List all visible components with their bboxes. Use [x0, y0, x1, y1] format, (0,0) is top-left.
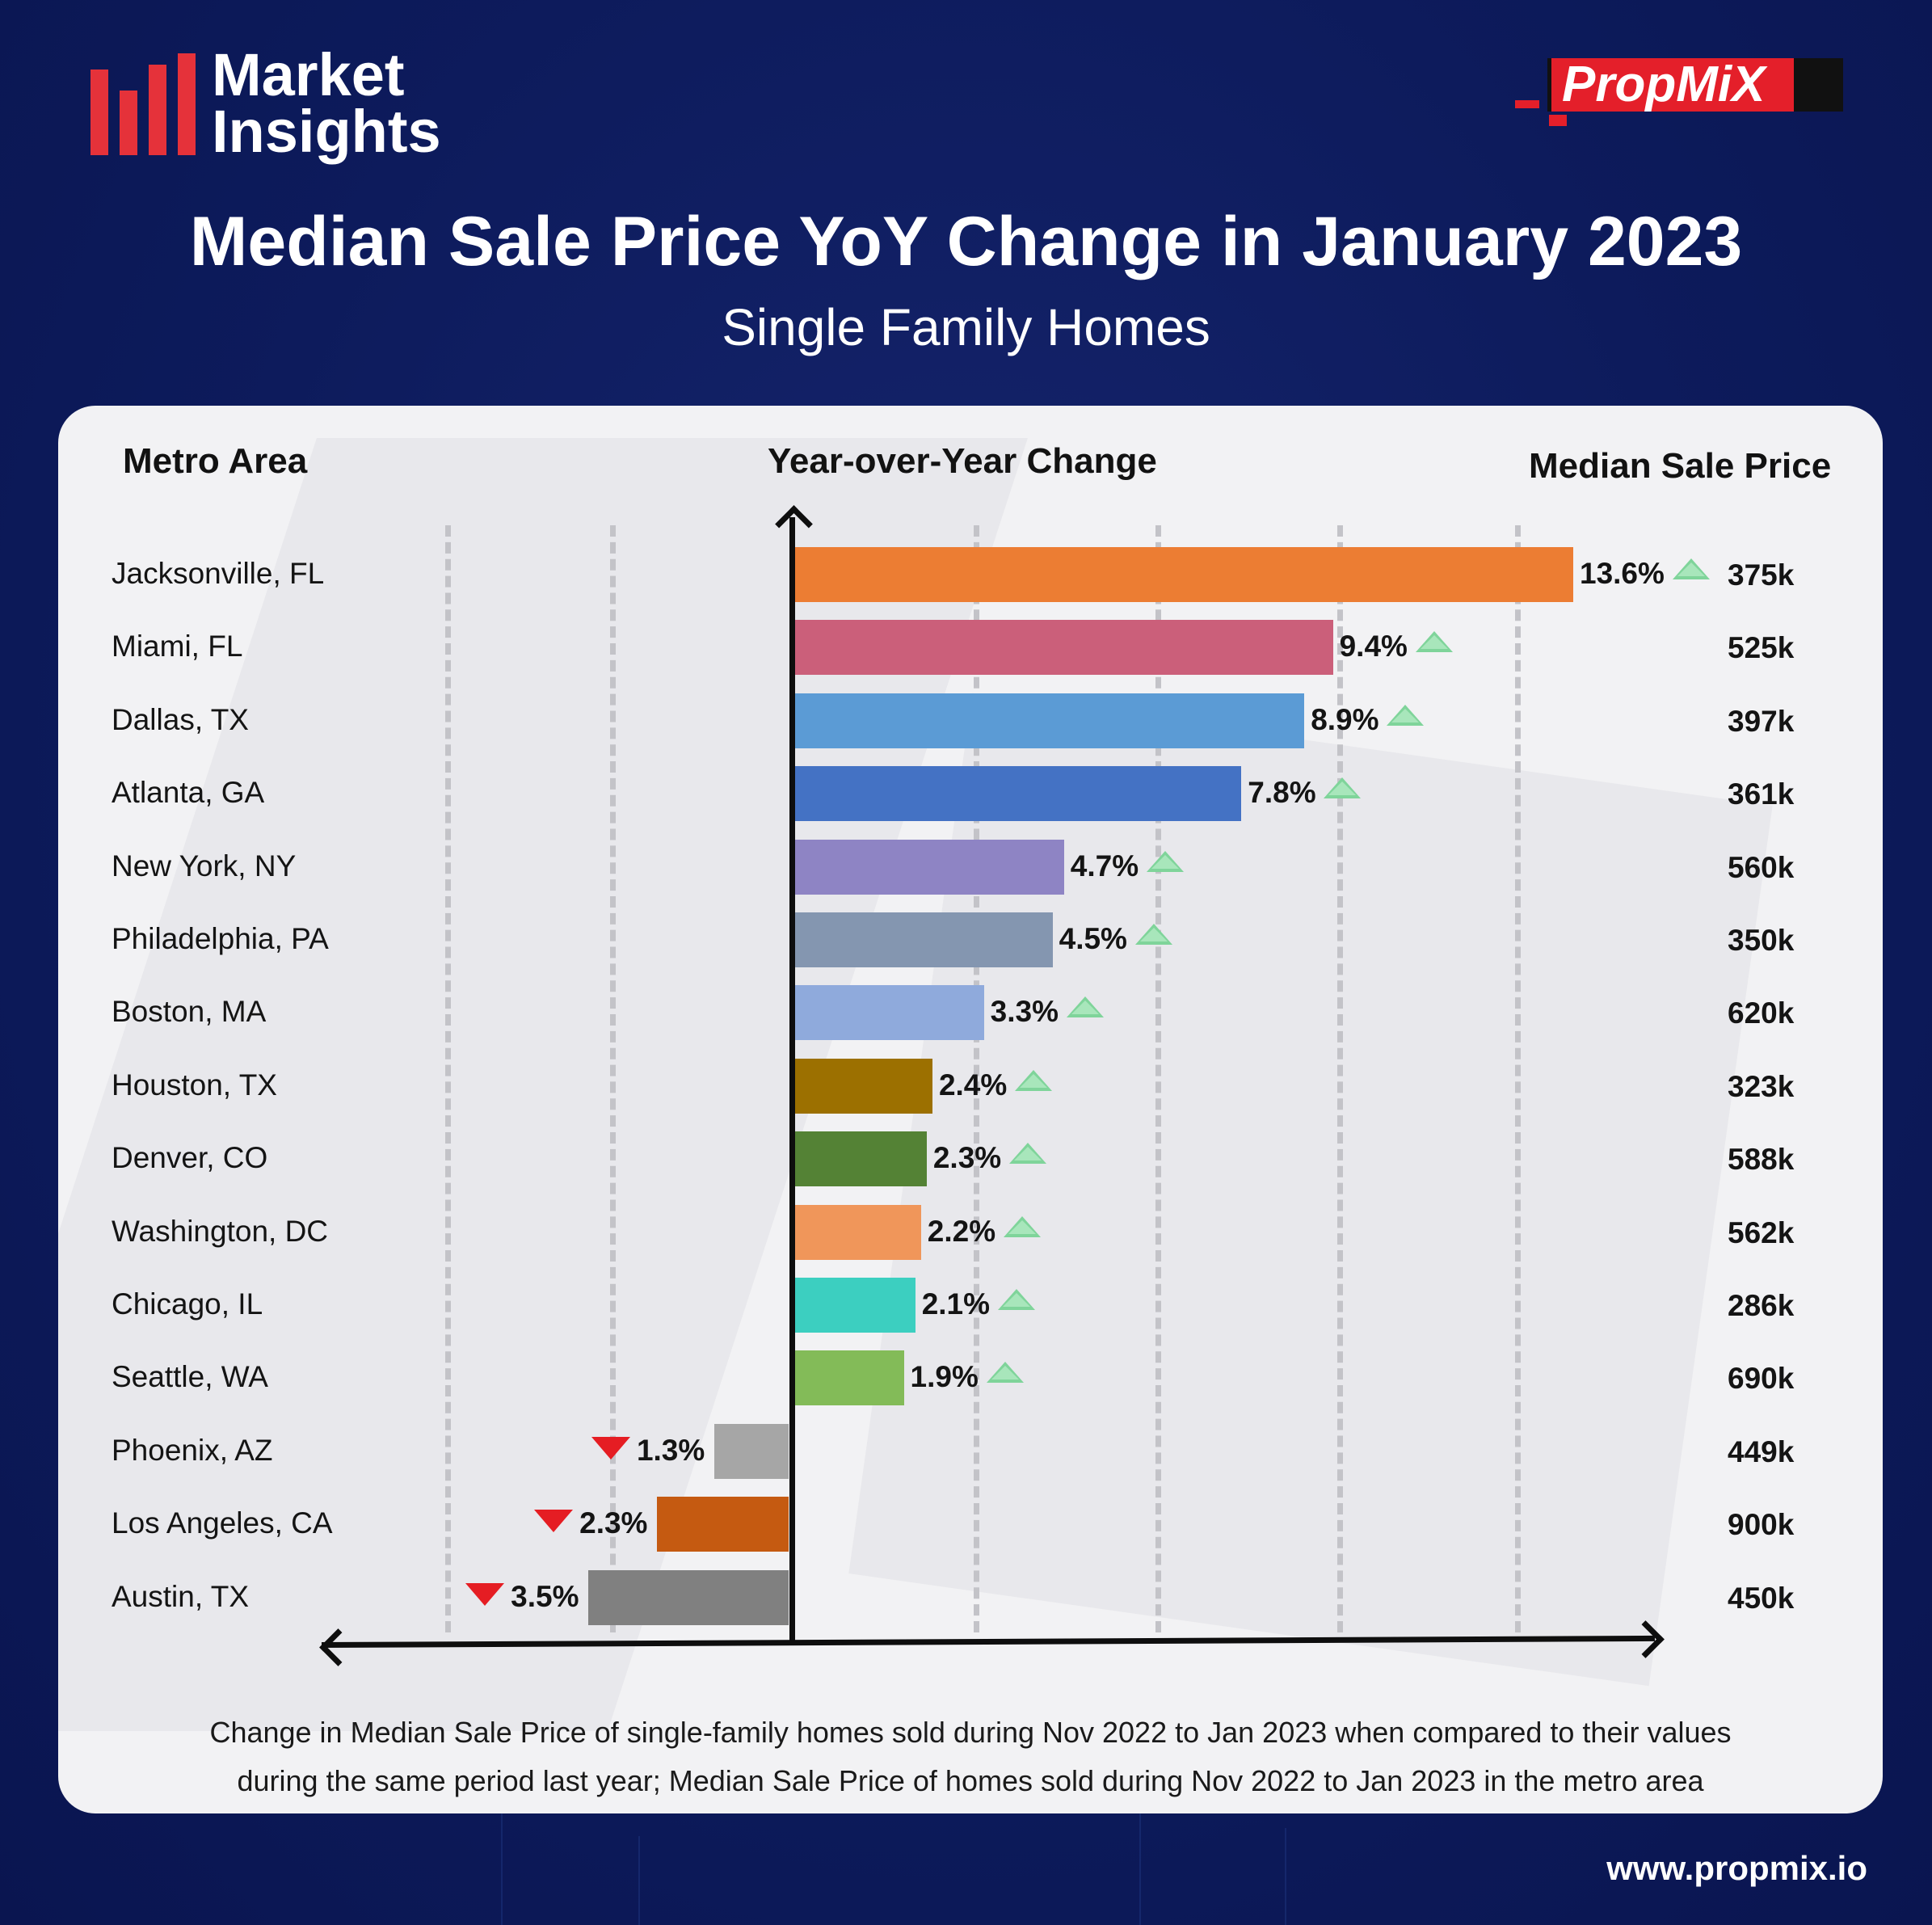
metro-label-houston-tx: Houston, TX [112, 1068, 277, 1102]
metro-label-seattle-wa: Seattle, WA [112, 1360, 268, 1394]
background-line [1139, 1804, 1141, 1925]
metro-label-phoenix-az: Phoenix, AZ [112, 1433, 273, 1467]
metro-label-jacksonville-fl: Jacksonville, FL [112, 557, 325, 590]
median-price-seattle-wa: 690k [1728, 1362, 1795, 1396]
bar-phoenix-az [713, 1423, 789, 1479]
value-label-phoenix-az: 1.3% [636, 1433, 705, 1467]
logo-text: Market Insights [212, 41, 441, 165]
metro-label-denver-co: Denver, CO [112, 1141, 268, 1175]
metro-label-atlanta-ga: Atlanta, GA [112, 776, 265, 810]
yoy-change-header: Year-over-Year Change [768, 441, 1157, 481]
median-price-dallas-tx: 397k [1728, 704, 1795, 738]
chart-card [58, 406, 1883, 1813]
gridline [1337, 525, 1343, 1632]
increase-arrow-icon [1146, 850, 1184, 872]
metro-label-new-york-ny: New York, NY [112, 849, 297, 882]
value-label-chicago-il: 2.1% [921, 1287, 991, 1321]
bar-new-york-ny [795, 839, 1064, 895]
median-price-phoenix-az: 449k [1728, 1434, 1795, 1468]
median-price-miami-fl: 525k [1728, 631, 1795, 665]
market-insights-logo: Market Insights [90, 41, 462, 165]
value-label-los-angeles-ca: 2.3% [579, 1506, 648, 1540]
value-label-houston-tx: 2.4% [938, 1068, 1008, 1102]
value-label-atlanta-ga: 7.8% [1248, 776, 1316, 810]
metro-label-philadelphia-pa: Philadelphia, PA [112, 922, 329, 955]
value-label-jacksonville-fl: 13.6% [1580, 557, 1665, 590]
increase-arrow-icon [1673, 558, 1710, 579]
value-label-boston-ma: 3.3% [990, 995, 1059, 1029]
median-price-washington-dc: 562k [1728, 1215, 1795, 1249]
value-label-denver-co: 2.3% [932, 1141, 1002, 1175]
propmix-logo: PropMiX [1515, 55, 1846, 128]
bar-atlanta-ga [795, 766, 1242, 822]
increase-arrow-icon [1014, 1069, 1052, 1091]
median-price-boston-ma: 620k [1728, 996, 1795, 1030]
bar-miami-fl [795, 620, 1333, 676]
metro-label-washington-dc: Washington, DC [112, 1214, 329, 1248]
metro-label-dallas-tx: Dallas, TX [112, 702, 249, 736]
median-sale-price-header: Median Sale Price [1529, 446, 1832, 486]
metro-label-miami-fl: Miami, FL [112, 630, 243, 663]
bar-chart-logo-icon [90, 50, 197, 155]
median-price-new-york-ny: 560k [1728, 850, 1795, 884]
bar-dallas-tx [795, 693, 1305, 748]
gridline [610, 525, 616, 1632]
value-label-seattle-wa: 1.9% [910, 1360, 979, 1394]
median-price-denver-co: 588k [1728, 1143, 1795, 1177]
bar-philadelphia-pa [795, 912, 1053, 967]
footnote: Change in Median Sale Price of single-fa… [209, 1716, 1732, 1797]
metro-label-chicago-il: Chicago, IL [112, 1287, 263, 1321]
value-label-austin-tx: 3.5% [511, 1579, 579, 1613]
background-line [1285, 1828, 1286, 1925]
chart-title: Median Sale Price YoY Change in January … [189, 203, 1743, 280]
increase-arrow-icon [986, 1362, 1024, 1384]
background-line [501, 1812, 503, 1925]
metro-area-header: Metro Area [123, 441, 308, 481]
bar-boston-ma [795, 985, 984, 1041]
value-label-dallas-tx: 8.9% [1311, 702, 1379, 736]
decrease-arrow-icon [465, 1582, 505, 1606]
value-label-new-york-ny: 4.7% [1070, 849, 1139, 882]
gridline [1515, 525, 1521, 1632]
increase-arrow-icon [1134, 924, 1172, 945]
increase-arrow-icon [1066, 996, 1104, 1018]
background-line [638, 1836, 640, 1925]
metro-label-los-angeles-ca: Los Angeles, CA [112, 1506, 333, 1540]
metro-label-austin-tx: Austin, TX [112, 1579, 250, 1613]
website-link[interactable]: www.propmix.io [1606, 1849, 1867, 1887]
increase-arrow-icon [1387, 704, 1425, 726]
value-label-washington-dc: 2.2% [927, 1214, 996, 1248]
bar-washington-dc [795, 1204, 921, 1260]
gridline [1155, 525, 1161, 1632]
bar-jacksonville-fl [795, 547, 1573, 602]
bar-seattle-wa [795, 1350, 904, 1406]
bar-houston-tx [795, 1058, 932, 1114]
median-price-houston-tx: 323k [1728, 1069, 1795, 1103]
value-label-philadelphia-pa: 4.5% [1059, 922, 1127, 955]
median-price-philadelphia-pa: 350k [1728, 924, 1795, 957]
median-price-los-angeles-ca: 900k [1728, 1508, 1795, 1542]
increase-arrow-icon [1415, 631, 1453, 653]
increase-arrow-icon [1008, 1143, 1046, 1165]
median-price-atlanta-ga: 361k [1728, 777, 1795, 811]
increase-arrow-icon [1003, 1215, 1041, 1237]
bar-austin-tx [588, 1569, 789, 1625]
median-price-jacksonville-fl: 375k [1728, 558, 1795, 592]
chart-subtitle: Single Family Homes [722, 298, 1210, 356]
gridline [974, 525, 979, 1632]
median-price-chicago-il: 286k [1728, 1289, 1795, 1322]
median-price-austin-tx: 450k [1728, 1581, 1795, 1615]
gridline [445, 525, 451, 1632]
bar-denver-co [795, 1131, 927, 1187]
bar-los-angeles-ca [657, 1497, 789, 1552]
decrease-arrow-icon [591, 1436, 630, 1460]
value-label-miami-fl: 9.4% [1339, 630, 1408, 663]
metro-label-boston-ma: Boston, MA [112, 995, 267, 1029]
y-axis [789, 517, 795, 1645]
bar-chicago-il [795, 1278, 915, 1333]
increase-arrow-icon [1324, 777, 1362, 799]
decrease-arrow-icon [534, 1510, 574, 1533]
increase-arrow-icon [997, 1289, 1035, 1310]
